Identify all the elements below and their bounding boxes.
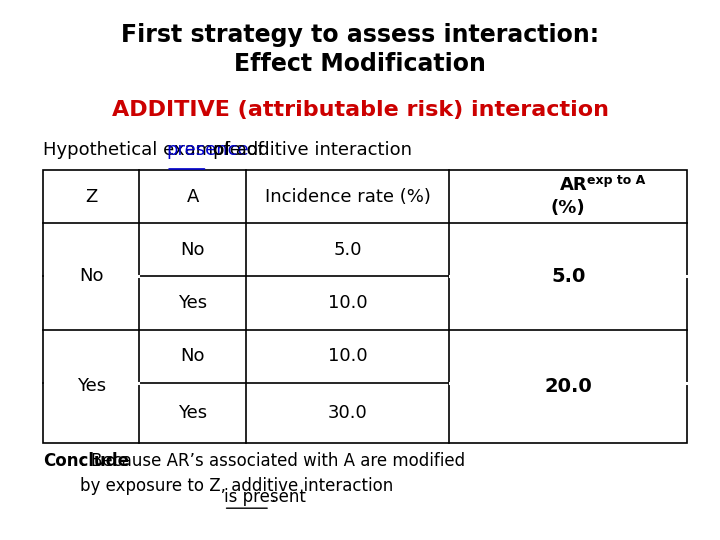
Text: presence: presence [166,141,249,159]
Text: exp to A: exp to A [587,174,645,187]
Text: ADDITIVE (attributable risk) interaction: ADDITIVE (attributable risk) interaction [112,100,608,120]
Text: Incidence rate (%): Incidence rate (%) [265,187,431,206]
Text: 10.0: 10.0 [328,294,367,312]
Text: is present: is present [224,488,305,506]
Text: 30.0: 30.0 [328,404,367,422]
Text: 5.0: 5.0 [333,241,361,259]
Text: A: A [186,187,199,206]
Text: No: No [181,241,205,259]
Text: Yes: Yes [178,404,207,422]
Text: Yes: Yes [77,377,106,395]
Text: .: . [270,488,275,506]
Text: of additive interaction: of additive interaction [207,141,413,159]
Text: Hypothetical example of: Hypothetical example of [43,141,270,159]
Text: Yes: Yes [178,294,207,312]
Text: : Because AR’s associated with A are modified
by exposure to Z, additive interac: : Because AR’s associated with A are mod… [81,452,465,495]
Text: No: No [79,267,104,285]
Text: (%): (%) [551,199,585,217]
Text: Conclude: Conclude [43,452,130,470]
Text: 5.0: 5.0 [551,267,585,286]
Text: AR: AR [559,176,588,194]
Text: 20.0: 20.0 [544,377,592,396]
Text: First strategy to assess interaction:
Effect Modification: First strategy to assess interaction: Ef… [121,23,599,77]
Text: 10.0: 10.0 [328,347,367,365]
Text: Z: Z [85,187,97,206]
Text: No: No [181,347,205,365]
